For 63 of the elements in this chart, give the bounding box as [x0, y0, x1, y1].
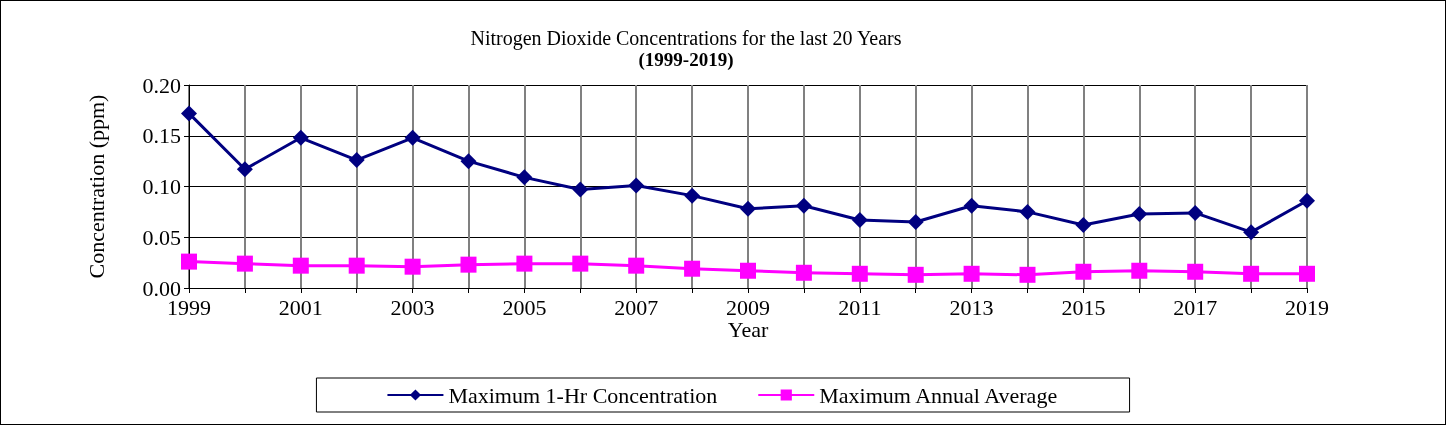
- point: [181, 253, 197, 270]
- chart-subtitle: (1999-2019): [638, 49, 734, 71]
- legend-label: Maximum 1-Hr Concentration: [448, 382, 718, 408]
- point: [1019, 266, 1036, 283]
- point: [684, 260, 701, 277]
- x-tick-label: 2003: [390, 294, 435, 320]
- point: [1075, 217, 1092, 234]
- x-tick-label: 2013: [949, 294, 994, 320]
- point: [236, 255, 253, 272]
- point: [404, 129, 421, 146]
- point: [348, 257, 365, 274]
- x-tick-label: 2015: [1061, 294, 1106, 320]
- point: [236, 161, 253, 178]
- point: [851, 265, 868, 282]
- point: [740, 262, 756, 279]
- point: [684, 187, 701, 204]
- point: [628, 257, 645, 274]
- point: [907, 214, 924, 231]
- point: [1131, 262, 1148, 279]
- point: [1019, 203, 1036, 220]
- point: [1299, 192, 1315, 209]
- point: [348, 152, 365, 169]
- point: [1187, 263, 1204, 280]
- point: [516, 169, 533, 186]
- point: [181, 105, 197, 122]
- x-tick-label: 2005: [502, 294, 547, 320]
- point: [963, 265, 980, 282]
- point: [740, 200, 756, 217]
- x-tick-label: 2001: [278, 294, 323, 320]
- y-tick-label: 0.15: [142, 123, 181, 149]
- legend-label: Maximum Annual Average: [819, 382, 1058, 408]
- point: [851, 211, 868, 228]
- point: [1131, 205, 1148, 222]
- point: [1299, 265, 1315, 282]
- point: [572, 181, 589, 198]
- point: [404, 258, 421, 275]
- point: [963, 197, 980, 214]
- point: [1243, 265, 1260, 282]
- point: [1243, 224, 1260, 241]
- point: [907, 266, 924, 283]
- point: [1075, 263, 1092, 280]
- point: [795, 264, 812, 281]
- x-tick-label: 2019: [1285, 294, 1329, 320]
- x-tick-label: 2009: [726, 294, 770, 320]
- x-tick-label: 2017: [1173, 294, 1218, 320]
- point: [292, 257, 309, 274]
- point: [1187, 204, 1204, 221]
- point: [572, 255, 589, 272]
- x-axis-title: Year: [727, 317, 769, 343]
- y-tick-label: 0.00: [142, 275, 181, 301]
- y-tick-label: 0.10: [142, 174, 181, 199]
- x-tick-label: 2011: [838, 294, 882, 320]
- point: [628, 177, 645, 194]
- point: [516, 255, 533, 272]
- x-tick-label: 2007: [614, 294, 659, 320]
- y-tick-label: 0.05: [142, 224, 181, 250]
- y-axis-title: Concentration (ppm): [83, 94, 109, 279]
- y-tick-label: 0.20: [142, 72, 181, 98]
- point: [460, 153, 477, 170]
- point: [292, 129, 309, 146]
- point: [795, 197, 812, 214]
- chart-title: Nitrogen Dioxide Concentrations for the last 20 Years: [470, 27, 902, 50]
- point: [460, 256, 477, 273]
